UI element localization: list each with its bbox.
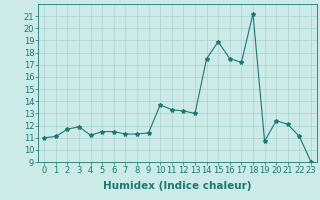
X-axis label: Humidex (Indice chaleur): Humidex (Indice chaleur) [103,181,252,191]
